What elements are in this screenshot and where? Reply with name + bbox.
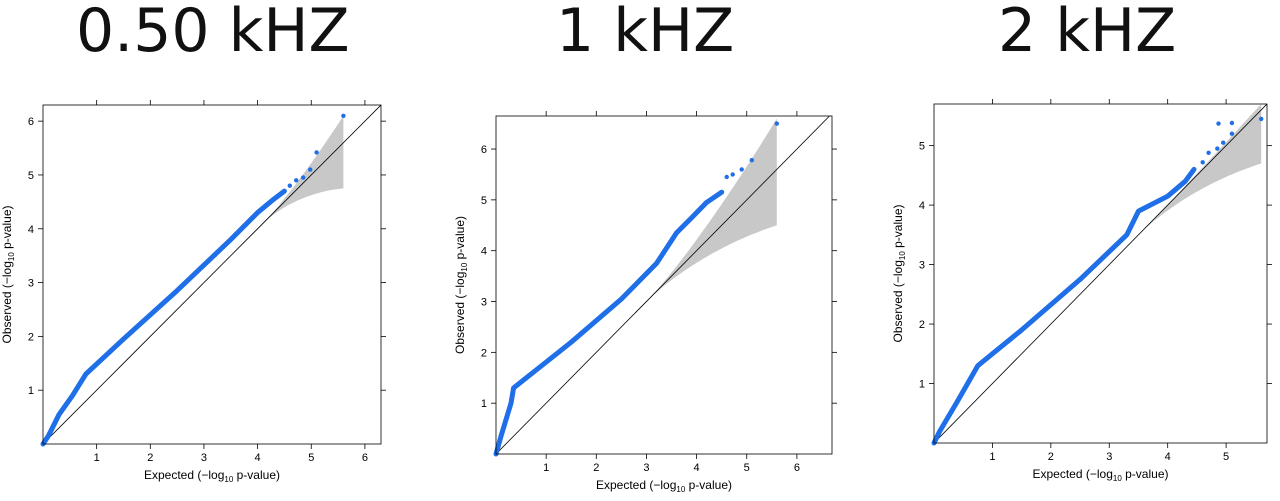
data-point <box>287 183 292 188</box>
confidence-band <box>1138 104 1262 235</box>
data-point <box>1221 140 1226 145</box>
y-tick-label: 1 <box>28 385 34 397</box>
y-tick-label: 1 <box>481 398 487 410</box>
data-point <box>724 174 729 180</box>
y-axis-label: Observed (−log10 p-value) <box>0 206 16 344</box>
y-axis-label: Observed (−log10 p-value) <box>453 216 469 354</box>
data-point <box>1229 131 1235 136</box>
x-tick-label: 1 <box>989 451 995 463</box>
y-tick-label: 5 <box>28 170 34 182</box>
x-axis-label: Expected (−log10 p-value) <box>144 468 280 484</box>
y-tick-label: 6 <box>481 144 487 156</box>
data-point <box>1259 116 1264 122</box>
panel-title-1khz: 1 kHZ <box>556 0 735 66</box>
data-point <box>294 178 299 183</box>
observed-points-dense <box>493 189 725 457</box>
y-tick-label: 4 <box>481 246 487 258</box>
x-tick-label: 2 <box>593 462 599 474</box>
y-tick-label: 1 <box>919 379 925 391</box>
confidence-band <box>646 118 777 302</box>
data-point <box>341 113 346 118</box>
x-tick-label: 3 <box>643 462 649 474</box>
data-point <box>1229 120 1235 126</box>
plot-frame <box>42 104 382 445</box>
y-axis-label: Observed (−log10 p-value) <box>891 205 907 343</box>
confidence-band <box>263 115 344 224</box>
x-tick-label: 4 <box>255 452 261 464</box>
x-tick-label: 2 <box>1048 451 1054 463</box>
x-tick-label: 5 <box>308 452 314 464</box>
data-point <box>730 172 735 177</box>
x-tick-label: 4 <box>1165 451 1171 463</box>
x-axis-label: Expected (−log10 p-value) <box>596 478 732 494</box>
qq-plot-0.50khz: 1 2 3 4 5 6 1 2 3 4 5 6 Expected (−log10 p-value) Obs… <box>0 100 386 484</box>
qq-plot-1khz: 1 2 3 4 5 6 1 2 3 4 5 6 Expected (−log10 p-value) Obs… <box>453 111 837 494</box>
y-tick-label: 3 <box>28 278 34 290</box>
plot-frame <box>495 115 833 455</box>
observed-points-dense <box>931 166 1197 446</box>
data-point <box>1216 121 1221 126</box>
x-axis-label: Expected (−log10 p-value) <box>1033 467 1169 483</box>
panel-title-2khz: 2 kHZ <box>998 0 1177 66</box>
data-point <box>301 175 306 180</box>
data-point <box>308 167 313 172</box>
y-tick-label: 5 <box>919 141 925 153</box>
y-tick-label: 4 <box>919 200 925 212</box>
y-tick-label: 2 <box>919 319 925 331</box>
y-tick-label: 2 <box>481 347 487 359</box>
x-tick-label: 2 <box>147 452 153 464</box>
x-tick-label: 3 <box>1106 451 1112 463</box>
data-point <box>1206 150 1211 155</box>
y-tick-label: 3 <box>919 260 925 272</box>
observed-points-dense <box>40 188 287 447</box>
data-point <box>774 121 779 126</box>
reference-line <box>496 116 830 454</box>
panel-title-0.50khz: 0.50 kHZ <box>76 0 350 66</box>
data-point <box>739 167 744 172</box>
y-tick-label: 3 <box>481 297 487 309</box>
y-tick-label: 5 <box>481 195 487 207</box>
data-point <box>1215 146 1220 151</box>
x-tick-label: 6 <box>794 462 800 474</box>
x-tick-label: 5 <box>744 462 750 474</box>
x-tick-label: 1 <box>543 462 549 474</box>
y-tick-label: 6 <box>28 116 34 128</box>
x-tick-label: 3 <box>201 452 207 464</box>
y-tick-label: 4 <box>28 224 34 236</box>
y-tick-label: 2 <box>28 331 34 343</box>
data-point <box>749 158 754 163</box>
data-point <box>1200 160 1205 165</box>
data-point <box>314 150 319 155</box>
plot-frame <box>933 103 1268 444</box>
x-tick-label: 1 <box>94 452 100 464</box>
qq-plot-2khz: 1 2 3 4 5 1 2 3 4 5 Expected (−log10 p-value) Obser… <box>891 99 1272 483</box>
x-tick-label: 4 <box>694 462 700 474</box>
reference-line <box>934 104 1267 443</box>
x-tick-label: 6 <box>362 452 368 464</box>
reference-line <box>43 105 381 444</box>
x-tick-label: 5 <box>1223 451 1229 463</box>
